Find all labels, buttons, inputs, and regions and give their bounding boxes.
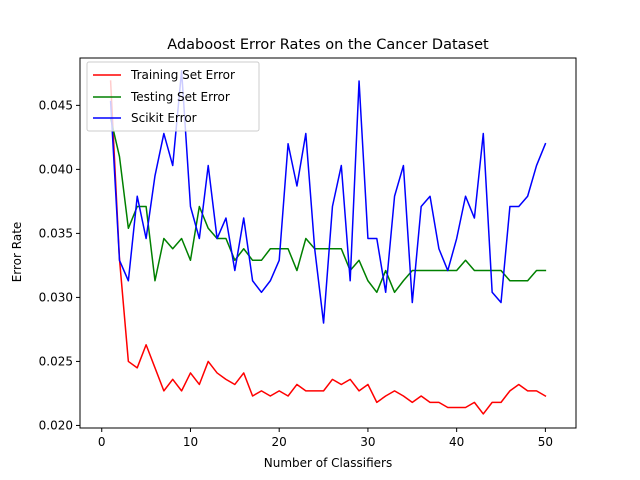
axes-frame bbox=[79, 57, 577, 429]
y-tick-label: 0.025 bbox=[39, 354, 73, 368]
legend-label-training: Training Set Error bbox=[130, 68, 235, 82]
x-tick-label: 40 bbox=[449, 435, 464, 449]
y-tick-label: 0.035 bbox=[39, 226, 73, 240]
x-tick-label: 10 bbox=[183, 435, 198, 449]
x-tick-label: 0 bbox=[98, 435, 106, 449]
legend-label-testing: Testing Set Error bbox=[130, 90, 230, 104]
legend-box bbox=[86, 61, 260, 132]
y-tick-label: 0.040 bbox=[39, 162, 73, 176]
chart-title: Adaboost Error Rates on the Cancer Datas… bbox=[167, 37, 489, 53]
y-axis-label: Error Rate bbox=[10, 222, 24, 283]
series-line-training bbox=[109, 80, 547, 415]
y-tick-label: 0.045 bbox=[39, 98, 73, 112]
x-axis: 0 10 20 30 40 50 bbox=[98, 428, 553, 449]
x-tick-label: 30 bbox=[360, 435, 375, 449]
series-line-testing bbox=[109, 117, 547, 294]
y-tick-label: 0.020 bbox=[39, 418, 73, 432]
x-tick-label: 50 bbox=[538, 435, 553, 449]
legend: Training Set Error Testing Set Error Sci… bbox=[86, 61, 260, 132]
y-tick-label: 0.030 bbox=[39, 290, 73, 304]
legend-label-scikit: Scikit Error bbox=[131, 111, 197, 125]
x-axis-label: Number of Classifiers bbox=[264, 456, 392, 470]
x-tick-label: 20 bbox=[272, 435, 287, 449]
y-axis: 0.020 0.025 0.030 0.035 0.040 0.045 bbox=[39, 98, 80, 432]
